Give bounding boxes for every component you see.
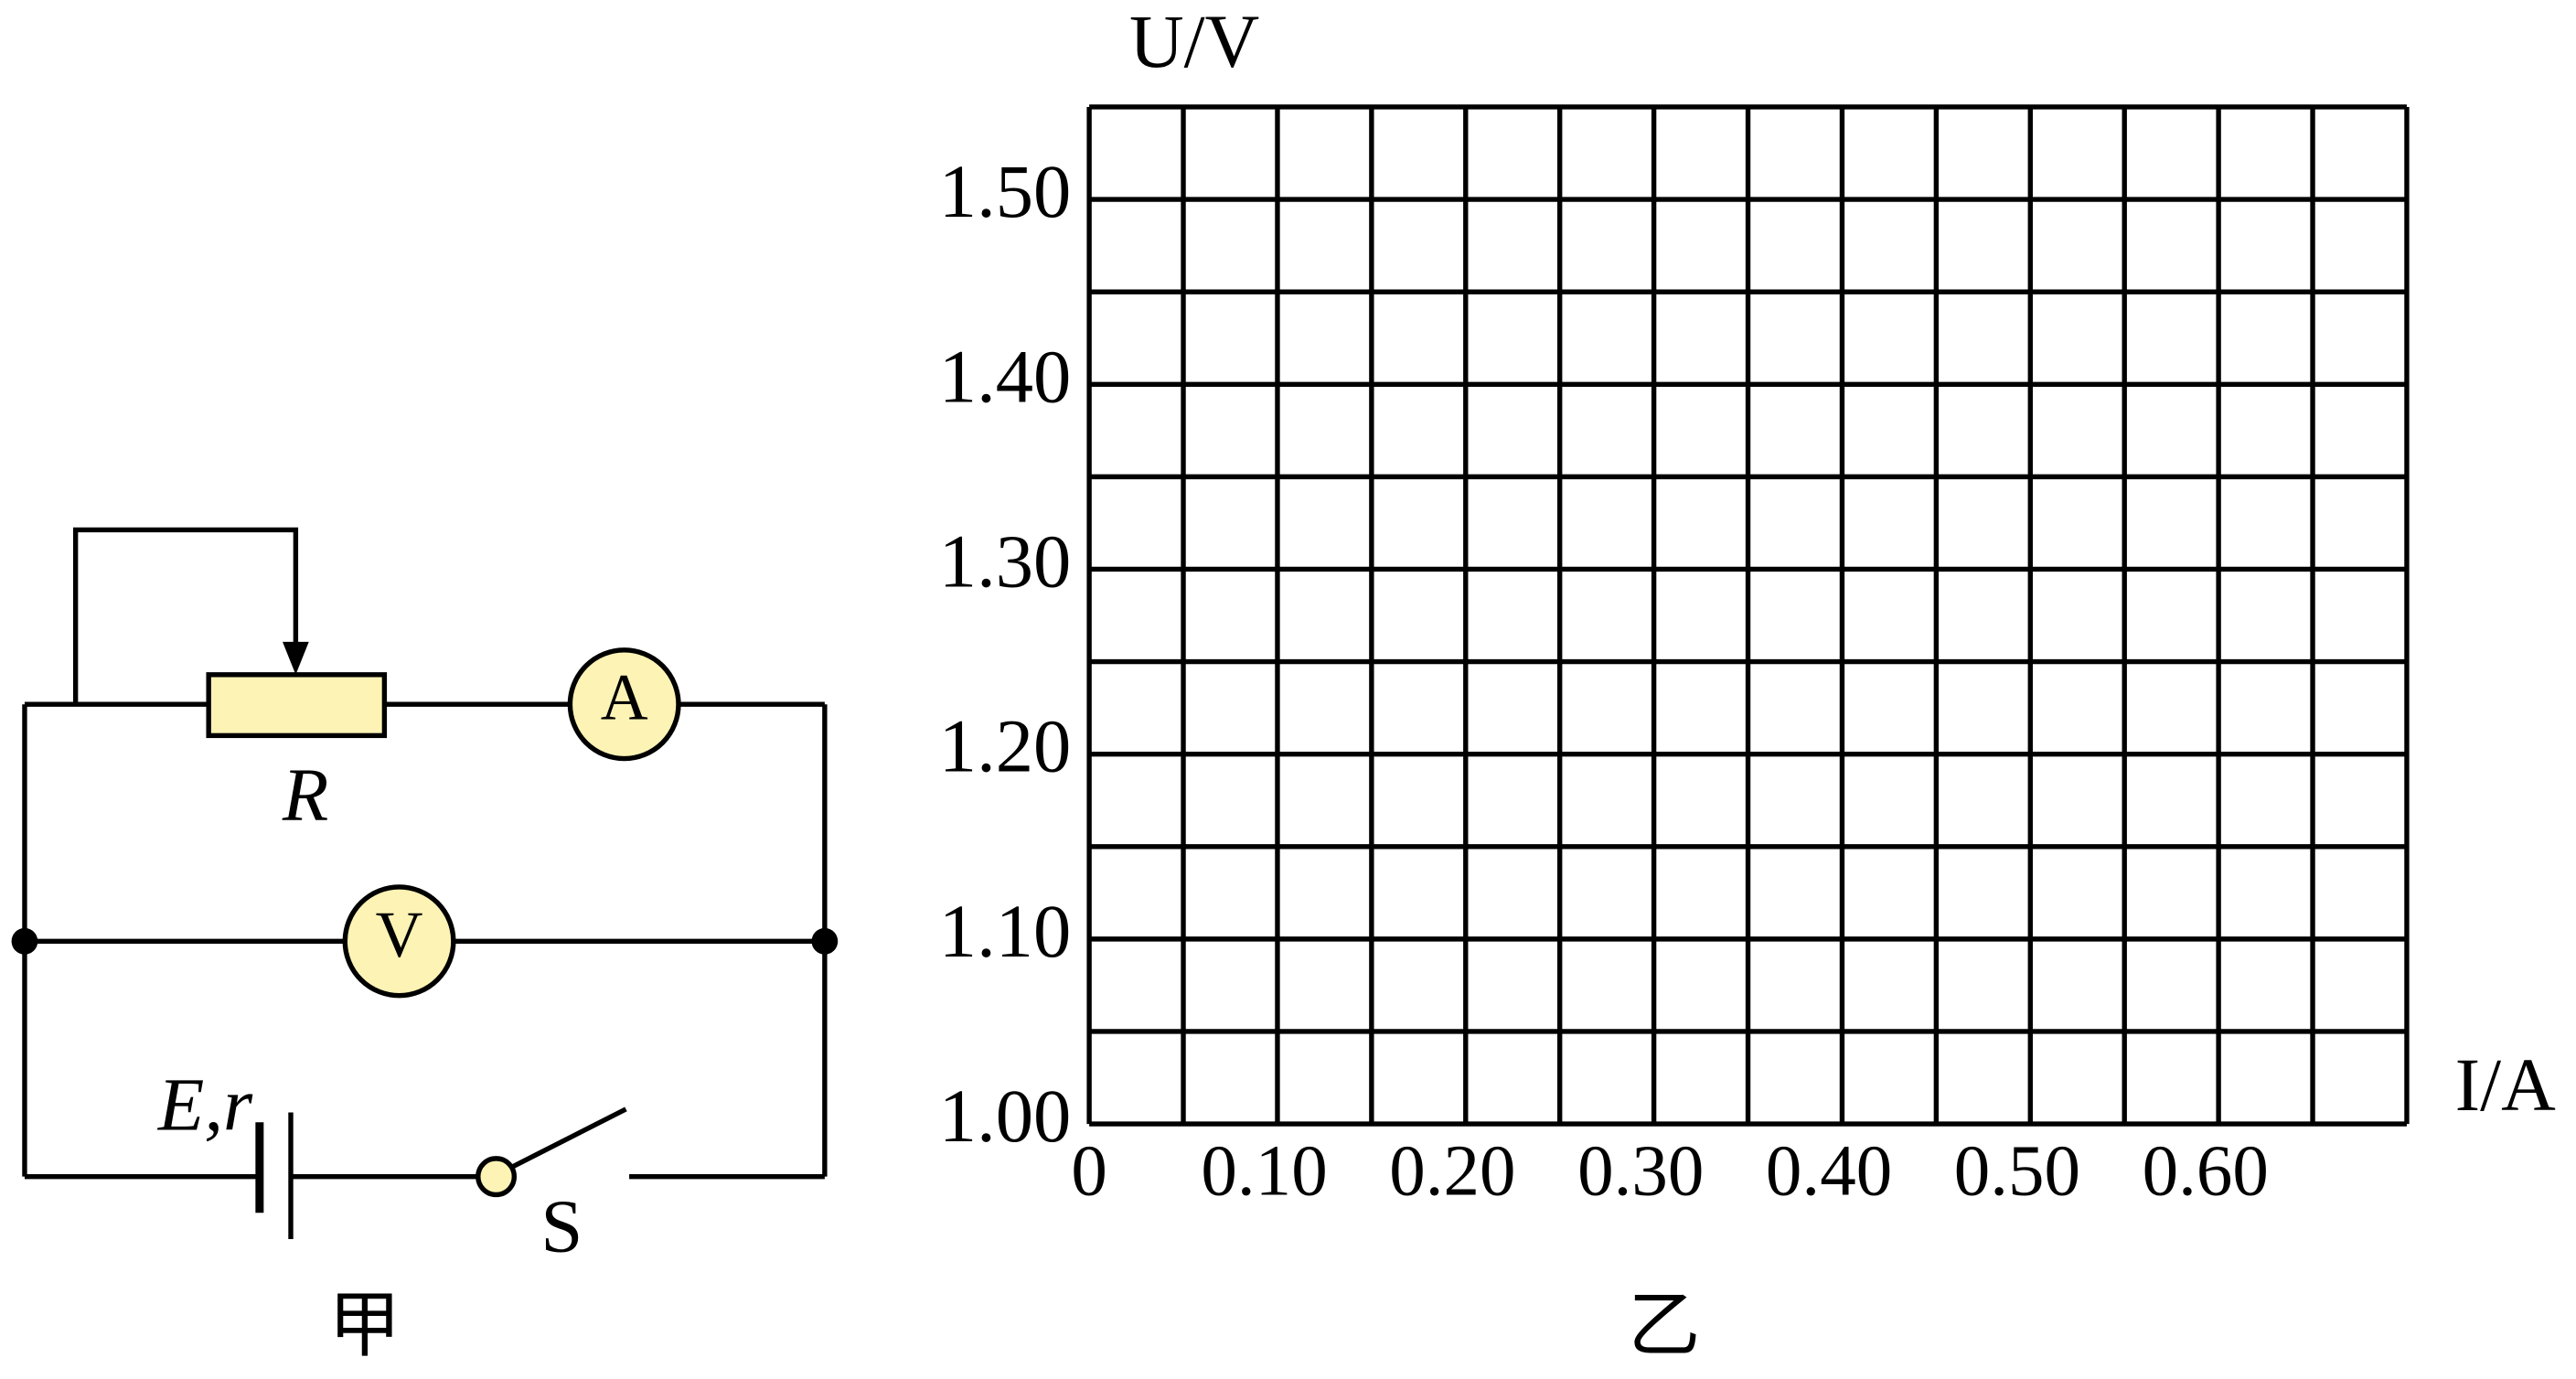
x-tick-label: 0.50 <box>1954 1132 2080 1212</box>
x-tick-label: 0.10 <box>1201 1132 1327 1212</box>
x-tick-label: 0.20 <box>1389 1132 1515 1212</box>
y-tick-label: 1.10 <box>939 889 1072 973</box>
x-tick-label: 0.40 <box>1766 1132 1892 1212</box>
y-tick-label: 1.00 <box>939 1074 1072 1158</box>
voltmeter-label: V <box>376 898 423 971</box>
caption: 乙 <box>1628 1287 1700 1366</box>
x-tick-label: 0.30 <box>1577 1132 1704 1212</box>
y-tick-label: 1.30 <box>939 518 1072 603</box>
source-label: E,r <box>157 1062 253 1146</box>
wires <box>22 527 828 1180</box>
y-tick-label: 1.50 <box>939 149 1072 233</box>
x-tick-label: 0.60 <box>2143 1132 2269 1212</box>
resistor-label: R <box>282 753 328 837</box>
voltmeter <box>342 884 456 999</box>
circuit: A V R E,r S 甲 <box>11 527 839 1366</box>
ammeter <box>567 647 681 762</box>
switch-pivot <box>476 1156 518 1198</box>
junction <box>811 927 839 955</box>
switch-label: S <box>540 1184 583 1268</box>
x-axis-label: I/A <box>2455 1042 2556 1127</box>
slider-arrow <box>283 641 309 675</box>
chart: U/V I/A 乙 1.00 1.10 1.20 1.30 1.40 1.50 0 0.10 0… <box>939 0 2556 1366</box>
y-axis-label: U/V <box>1129 0 1259 83</box>
ammeter-label: A <box>601 661 648 734</box>
y-tick-label: 1.40 <box>939 334 1072 418</box>
x-tick-label: 0 <box>1071 1132 1107 1212</box>
y-tick-label: 1.20 <box>939 704 1072 788</box>
resistor <box>206 672 388 739</box>
junction <box>11 927 38 955</box>
caption: 甲 <box>328 1287 401 1366</box>
